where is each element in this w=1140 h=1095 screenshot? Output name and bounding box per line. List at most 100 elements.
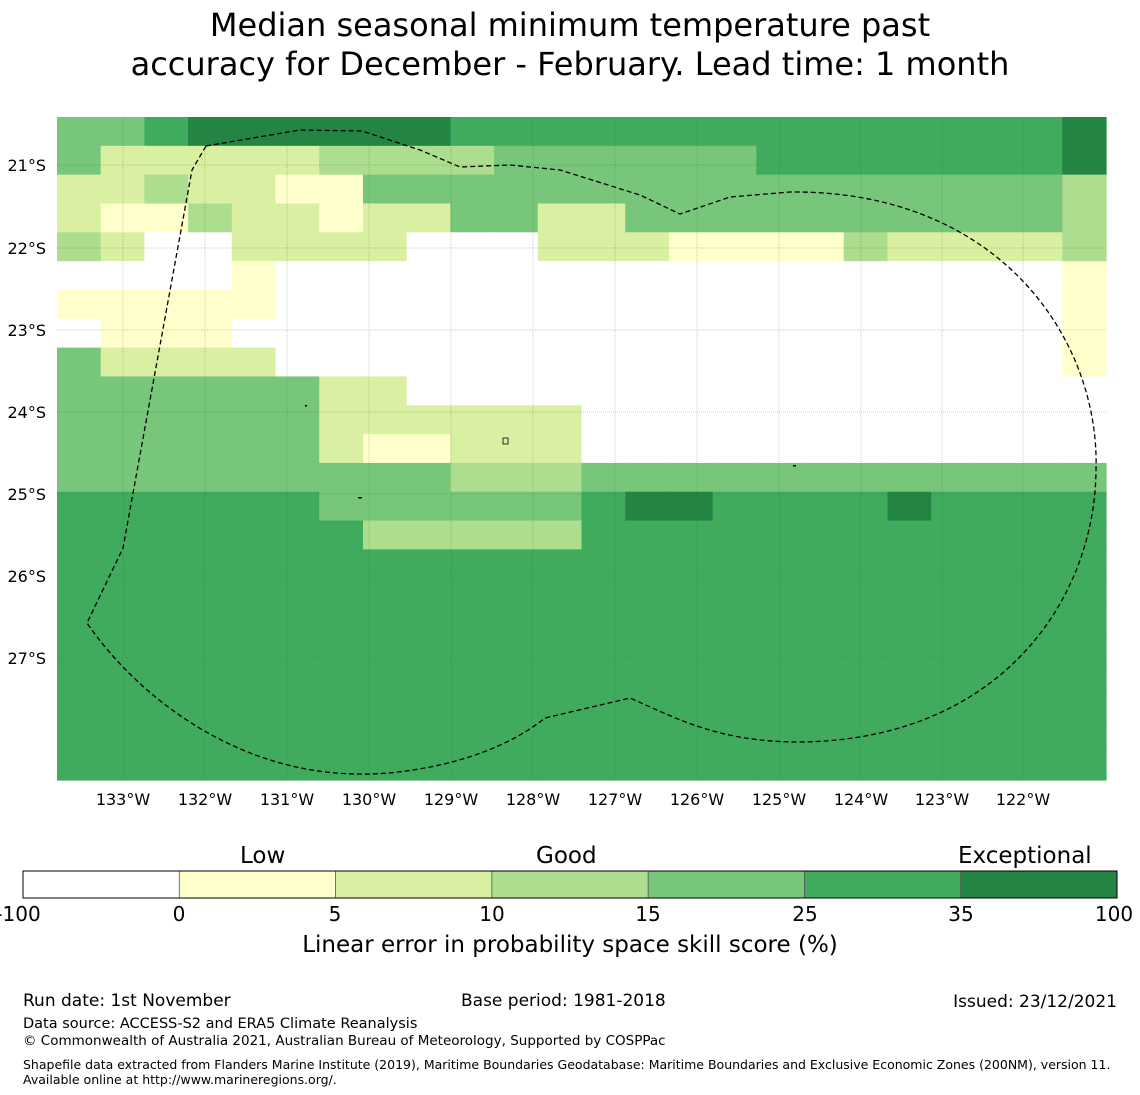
grid-cell <box>319 751 364 781</box>
grid-cell <box>319 145 364 176</box>
grid-cell <box>144 549 189 579</box>
grid-cell <box>57 289 102 320</box>
grid-cell <box>756 520 801 550</box>
grid-cell <box>57 434 102 464</box>
grid-cell <box>450 261 495 291</box>
grid-cell <box>974 376 1020 406</box>
grid-cell <box>188 578 233 608</box>
grid-cell <box>974 261 1020 291</box>
grid-cell <box>800 549 845 579</box>
grid-cell <box>100 145 146 176</box>
grid-cell <box>581 232 626 262</box>
grid-cell <box>406 462 451 493</box>
grid-cell <box>144 520 189 550</box>
grid-cell <box>1062 607 1107 637</box>
grid-cell <box>843 462 889 493</box>
grid-cell <box>756 174 801 205</box>
grid-cell <box>931 261 976 291</box>
grid-cell <box>362 607 408 637</box>
grid-cell <box>362 434 408 464</box>
shapefile-credit: Shapefile data extracted from Flanders M… <box>23 1057 1111 1087</box>
colorbar-frame <box>22 870 1118 899</box>
grid-cell <box>319 261 364 291</box>
grid-cell <box>1062 405 1107 435</box>
grid-cell <box>625 578 670 608</box>
grid-cell <box>625 491 670 522</box>
grid-cell <box>887 405 932 435</box>
grid-cell <box>1062 491 1107 522</box>
grid-cell <box>275 607 320 637</box>
grid-cell <box>668 376 714 406</box>
grid-cell <box>494 261 539 291</box>
longitude-label: 125°W <box>752 790 807 809</box>
grid-cell <box>668 405 714 435</box>
grid-cell <box>275 578 320 608</box>
grid-cell <box>1062 520 1107 550</box>
grid-cell <box>100 491 146 522</box>
grid-cell <box>625 693 670 723</box>
grid-cell <box>537 751 583 781</box>
grid-cell <box>144 607 189 637</box>
grid-cell <box>537 145 583 176</box>
grid-cell <box>581 347 626 378</box>
colorbar-tick: 0 <box>172 902 186 926</box>
grid-cell <box>1062 462 1107 493</box>
grid-cell <box>188 520 233 550</box>
grid-cell <box>57 722 102 752</box>
grid-cell <box>581 405 626 435</box>
grid-cell <box>712 520 757 550</box>
colorbar-segment <box>335 871 492 898</box>
grid-cell <box>887 174 932 205</box>
grid-cell <box>231 289 277 320</box>
grid-cell <box>57 462 102 493</box>
grid-cell <box>1018 491 1063 522</box>
grid-cell <box>57 751 102 781</box>
grid-cell <box>800 232 845 262</box>
colorbar-segment <box>960 871 1117 898</box>
grid-cell <box>712 664 757 695</box>
grid-cell <box>362 635 408 666</box>
grid-cell <box>800 261 845 291</box>
grid-cell <box>974 318 1020 349</box>
latitude-label: 26°S <box>7 567 46 586</box>
grid-cell <box>275 376 320 406</box>
grid-cell <box>275 145 320 176</box>
longitude-label: 129°W <box>424 790 479 809</box>
grid-cell <box>188 405 233 435</box>
grid-cell <box>625 289 670 320</box>
grid-cell <box>537 174 583 205</box>
grid-cell <box>1062 347 1107 378</box>
grid-cell <box>1062 578 1107 608</box>
grid-cell <box>581 664 626 695</box>
grid-cell <box>668 174 714 205</box>
grid-cell <box>144 174 189 205</box>
grid-cell <box>974 347 1020 378</box>
colorbar-segment <box>491 871 649 898</box>
grid-cell <box>974 145 1020 176</box>
grid-cell <box>188 203 233 233</box>
grid-cell <box>712 232 757 262</box>
grid-cell <box>57 664 102 695</box>
grid-cell <box>362 491 408 522</box>
grid-cell <box>362 405 408 435</box>
grid-cell <box>494 145 539 176</box>
grid-cell <box>494 520 539 550</box>
grid-cell <box>756 462 801 493</box>
grid-cell <box>625 751 670 781</box>
grid-cell <box>450 462 495 493</box>
grid-cell <box>756 289 801 320</box>
grid-cell <box>231 693 277 723</box>
grid-cell <box>537 491 583 522</box>
grid-cell <box>537 203 583 233</box>
grid-cell <box>843 693 889 723</box>
grid-cell <box>887 318 932 349</box>
colorbar-tick: 5 <box>328 902 342 926</box>
grid-cell <box>319 347 364 378</box>
grid-cell <box>581 491 626 522</box>
grid-cell <box>931 434 976 464</box>
base-period: Base period: 1981-2018 <box>461 991 666 1011</box>
grid-cell <box>843 405 889 435</box>
grid-cell <box>756 434 801 464</box>
grid-cell <box>625 434 670 464</box>
grid-cell <box>800 607 845 637</box>
